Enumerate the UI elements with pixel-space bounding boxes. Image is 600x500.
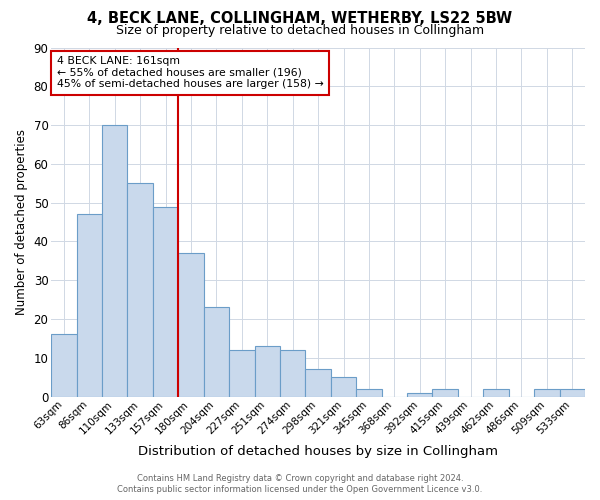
Bar xyxy=(356,389,382,396)
Bar xyxy=(331,377,356,396)
Bar xyxy=(51,334,77,396)
Bar xyxy=(534,389,560,396)
Bar xyxy=(127,183,153,396)
Bar xyxy=(484,389,509,396)
Bar xyxy=(305,370,331,396)
Bar xyxy=(204,308,229,396)
Text: Size of property relative to detached houses in Collingham: Size of property relative to detached ho… xyxy=(116,24,484,37)
Bar xyxy=(229,350,254,397)
Bar xyxy=(280,350,305,397)
Bar xyxy=(77,214,102,396)
Bar xyxy=(407,392,433,396)
Bar xyxy=(153,206,178,396)
Bar xyxy=(178,253,204,396)
Bar xyxy=(102,125,127,396)
Bar xyxy=(433,389,458,396)
Text: 4, BECK LANE, COLLINGHAM, WETHERBY, LS22 5BW: 4, BECK LANE, COLLINGHAM, WETHERBY, LS22… xyxy=(88,11,512,26)
X-axis label: Distribution of detached houses by size in Collingham: Distribution of detached houses by size … xyxy=(138,444,498,458)
Bar xyxy=(560,389,585,396)
Text: Contains HM Land Registry data © Crown copyright and database right 2024.
Contai: Contains HM Land Registry data © Crown c… xyxy=(118,474,482,494)
Bar xyxy=(254,346,280,397)
Y-axis label: Number of detached properties: Number of detached properties xyxy=(15,129,28,315)
Text: 4 BECK LANE: 161sqm
← 55% of detached houses are smaller (196)
45% of semi-detac: 4 BECK LANE: 161sqm ← 55% of detached ho… xyxy=(56,56,323,90)
